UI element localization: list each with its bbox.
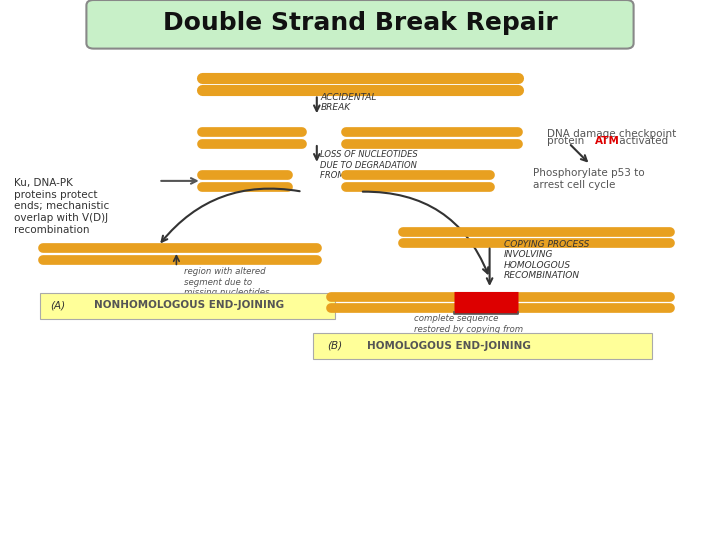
FancyBboxPatch shape: [40, 293, 335, 319]
FancyBboxPatch shape: [313, 333, 652, 359]
Text: activated: activated: [616, 136, 667, 146]
FancyBboxPatch shape: [86, 0, 634, 49]
Text: Phosphorylate p53 to
arrest cell cycle: Phosphorylate p53 to arrest cell cycle: [533, 168, 644, 190]
Text: region with altered
segment due to
missing nucleotides: region with altered segment due to missi…: [184, 267, 269, 297]
Text: COPYING PROCESS
INVOLVING
HOMOLOGOUS
RECOMBINATION: COPYING PROCESS INVOLVING HOMOLOGOUS REC…: [504, 240, 590, 280]
Text: LOSS OF NUCLEOTIDES
DUE TO DEGRADATION
FROM ENDS: LOSS OF NUCLEOTIDES DUE TO DEGRADATION F…: [320, 150, 418, 180]
Text: ATM: ATM: [595, 136, 620, 146]
Text: ACCIDENTAL
BREAK: ACCIDENTAL BREAK: [320, 93, 377, 112]
Text: DNA damage checkpoint: DNA damage checkpoint: [547, 129, 677, 139]
Text: (B): (B): [328, 341, 343, 350]
Text: (A): (A): [50, 300, 66, 310]
Text: Double Strand Break Repair: Double Strand Break Repair: [163, 11, 557, 35]
Text: complete sequence
restored by copying from
second chromosome: complete sequence restored by copying fr…: [414, 314, 523, 344]
Text: HOMOLOGOUS END-JOINING: HOMOLOGOUS END-JOINING: [367, 341, 531, 350]
Text: NONHOMOLOGOUS END-JOINING: NONHOMOLOGOUS END-JOINING: [94, 300, 284, 310]
Text: protein: protein: [547, 136, 588, 146]
Text: Ku, DNA-PK
proteins protect
ends; mechanistic
overlap with V(D)J
recombination: Ku, DNA-PK proteins protect ends; mechan…: [14, 178, 109, 234]
